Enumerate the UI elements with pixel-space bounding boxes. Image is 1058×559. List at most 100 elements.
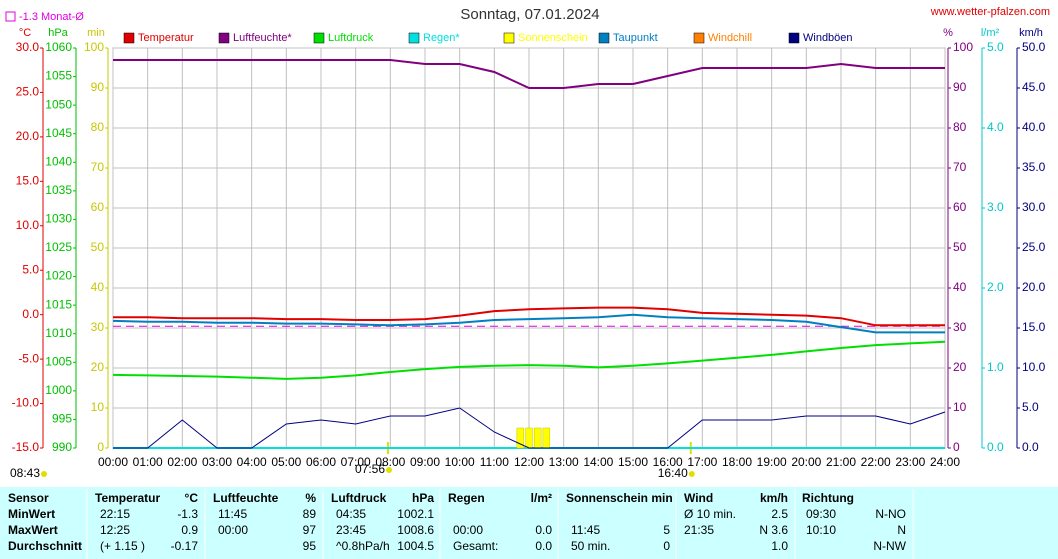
y-tick-label: 90 [91,80,105,94]
x-tick-label: 16:00 [653,455,683,469]
table-cell: 04:35 [336,507,366,521]
table-cell: N-NO [875,507,906,521]
y-tick-label: 100 [953,40,973,54]
table-cell: 50 min. [571,539,610,553]
y-tick-label: 30.0 [16,40,40,54]
x-tick-label: 14:00 [583,455,613,469]
y-tick-label: 2.0 [987,280,1004,294]
table-cell: 09:30 [806,507,836,521]
row-label: MinWert [8,507,55,521]
x-tick-label: 02:00 [167,455,197,469]
table-cell: 11:45 [571,523,600,537]
source: www.wetter-pfalzen.com [930,6,1050,18]
y-tick-label: 1040 [45,154,72,168]
x-tick-label: 21:00 [826,455,856,469]
table-cell: Ø 10 min. [684,507,736,521]
table-cell: 97 [303,523,317,537]
y-tick-label: 30 [91,320,105,334]
y-tick-label: 1050 [45,97,72,111]
x-tick-label: 18:00 [722,455,752,469]
legend-swatch [218,32,230,44]
series-line [113,306,945,327]
table-header: Sonnenschein min [566,491,673,505]
table-cell: 89 [303,507,317,521]
sun-dot [386,467,393,473]
x-tick-label: 10:00 [445,455,475,469]
y-tick-label: -5.0 [18,351,39,365]
series-line [113,59,945,89]
table-cell: 21:35 [684,523,714,537]
y-tick-label: 100 [84,40,104,54]
table-cell: 1008.6 [397,523,434,537]
table-background [0,487,1058,559]
table-cell: ^0.8hPa/h [336,539,390,553]
sun-time: 16:40 [658,466,688,480]
y-tick-label: 20 [953,360,967,374]
y-tick-label: 40 [953,280,967,294]
table-cell: -1.3 [177,507,198,521]
table-cell: -0.17 [171,539,199,553]
legend-swatch [503,32,515,44]
table-header: Regen [448,491,485,505]
y-tick-label: 70 [953,160,967,174]
legend-label: Regen* [423,32,460,44]
x-tick-label: 12:00 [514,455,544,469]
table-cell: 0.0 [535,539,552,553]
x-tick-label: 22:00 [861,455,891,469]
corner-time: 08:43 [10,466,40,480]
y-tick-label: 80 [953,120,967,134]
x-tick-label: 24:00 [930,455,960,469]
axis-unit: km/h [1019,27,1043,39]
series-line [112,313,945,334]
y-tick-label: 10.0 [1022,360,1046,374]
y-tick-label: 20.0 [1022,280,1046,294]
legend-swatch [313,32,325,44]
monthly-average-key [5,11,16,22]
table-cell: 23:45 [336,523,366,537]
row-label: Durchschnitt [8,539,82,553]
x-tick-label: 06:00 [306,455,336,469]
y-tick-label: 990 [52,440,72,454]
y-tick-label: 5.0 [22,262,39,276]
y-tick-label: 995 [52,412,72,426]
table-cell: 1002.1 [397,507,434,521]
legend-label: Taupunkt [613,32,658,44]
legend-swatch [693,32,705,44]
y-tick-label: 10.0 [16,218,40,232]
y-tick-label: 5.0 [987,40,1004,54]
y-tick-label: 3.0 [987,200,1004,214]
y-tick-label: 1015 [45,297,72,311]
table-header: Sensor [8,491,49,505]
table-header: km/h [760,491,788,505]
y-tick-label: 15.0 [1022,320,1046,334]
sunshine-bar [542,427,551,449]
y-tick-label: 50 [953,240,967,254]
y-tick-label: 50.0 [1022,40,1046,54]
table-cell: N 3.6 [759,523,788,537]
table-header: Luftfeuchte [213,491,279,505]
y-tick-label: 40 [91,280,105,294]
x-tick-label: 04:00 [237,455,267,469]
y-tick-label: 1055 [45,69,72,83]
table-cell: 2.5 [771,507,788,521]
table-cell: 00:00 [453,523,483,537]
legend-swatch [598,32,610,44]
x-tick-label: 15:00 [618,455,648,469]
table-cell: Gesamt: [453,539,498,553]
y-tick-label: -15.0 [12,440,40,454]
y-tick-label: 25.0 [16,85,40,99]
y-tick-label: 90 [953,80,967,94]
table-header: Luftdruck [331,491,387,505]
y-tick-label: 40.0 [1022,120,1046,134]
y-tick-label: 0 [97,440,104,454]
y-tick-label: 60 [953,200,967,214]
table-header: hPa [412,491,434,505]
x-tick-label: 20:00 [791,455,821,469]
sun-time: 07:56 [355,462,385,476]
axis-unit: min [87,27,105,39]
legend-swatch [788,32,800,44]
y-tick-label: 0.0 [1022,440,1039,454]
legend-swatch [408,32,420,44]
y-tick-label: 20 [91,360,105,374]
